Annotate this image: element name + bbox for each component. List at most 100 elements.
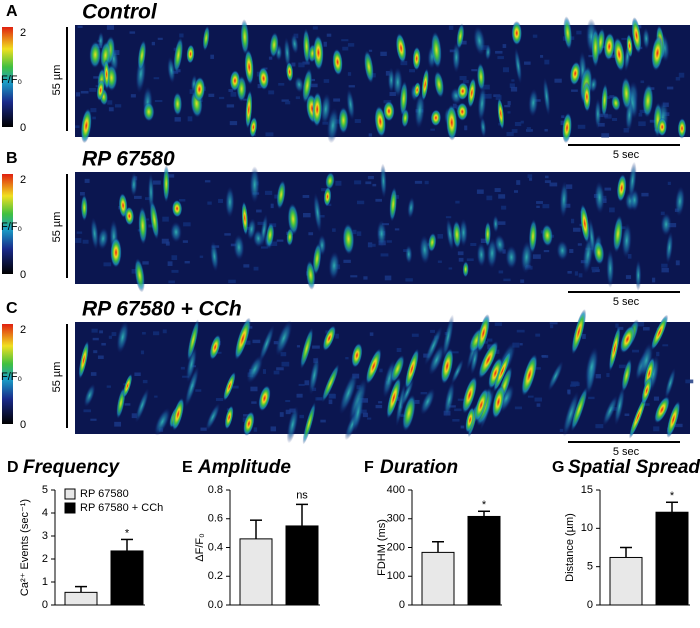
noise <box>661 263 668 268</box>
noise <box>184 260 190 264</box>
calcium-event <box>103 59 110 90</box>
colorbar-max: 2 <box>20 27 26 39</box>
noise <box>154 99 163 103</box>
noise <box>363 276 368 280</box>
calcium-event <box>265 222 275 248</box>
noise <box>345 357 349 360</box>
calcium-event <box>363 50 374 84</box>
noise <box>639 109 647 114</box>
noise <box>536 403 541 407</box>
noise <box>463 79 469 84</box>
noise <box>497 56 504 60</box>
calcium-event <box>594 98 602 130</box>
calcium-event <box>642 27 650 50</box>
colorbar <box>2 174 13 274</box>
noise <box>279 412 284 417</box>
calcium-event <box>473 26 486 56</box>
noise <box>298 383 305 386</box>
noise <box>182 375 190 378</box>
noise <box>549 322 558 325</box>
calcium-event <box>287 203 299 235</box>
calcium-event <box>386 377 401 419</box>
chart-letter: G <box>552 459 564 476</box>
colorbar-min: 0 <box>20 269 26 281</box>
noise <box>257 221 266 225</box>
noise <box>627 254 632 259</box>
noise <box>368 49 373 52</box>
noise <box>612 117 618 122</box>
calcium-event <box>134 258 145 293</box>
noise <box>527 174 533 179</box>
noise <box>347 43 355 47</box>
calcium-event <box>339 371 358 415</box>
noise <box>460 425 465 429</box>
bar <box>285 525 319 606</box>
calcium-event <box>476 242 487 267</box>
colorbar <box>2 27 13 127</box>
calcium-event <box>650 314 669 351</box>
noise <box>285 100 291 105</box>
noise <box>99 330 103 334</box>
noise <box>452 418 460 422</box>
noise <box>524 61 531 65</box>
significance: ns <box>296 489 308 501</box>
calcium-event <box>244 49 254 85</box>
noise <box>527 395 534 398</box>
noise <box>144 197 150 201</box>
noise <box>578 273 583 278</box>
calcium-event <box>313 35 324 71</box>
noise <box>624 413 630 417</box>
noise <box>323 79 330 83</box>
calcium-event <box>541 224 553 247</box>
noise <box>281 99 289 102</box>
calcium-event <box>243 411 255 436</box>
y-tick-label: 0 <box>42 599 48 611</box>
noise <box>77 25 83 28</box>
calcium-event <box>149 200 160 240</box>
chart-letter: D <box>7 459 19 476</box>
calcium-event <box>593 240 605 265</box>
noise <box>494 322 502 326</box>
colorbar-label: F/F₀ <box>1 371 22 383</box>
noise <box>461 40 467 45</box>
calcium-event <box>424 326 443 366</box>
noise <box>101 342 106 346</box>
noise <box>311 78 316 82</box>
noise <box>171 269 179 273</box>
noise <box>326 33 332 37</box>
noise <box>257 84 262 89</box>
noise <box>385 70 390 76</box>
noise <box>642 327 650 331</box>
calcium-event <box>528 219 538 254</box>
colorbar-label: F/F₀ <box>1 74 22 86</box>
noise <box>520 279 525 283</box>
colorbar <box>2 324 13 424</box>
noise <box>261 246 268 249</box>
noise <box>501 205 507 210</box>
noise <box>226 104 235 108</box>
noise <box>243 264 250 268</box>
noise <box>375 404 383 409</box>
noise <box>449 49 456 53</box>
calcium-event <box>639 342 654 379</box>
calcium-event <box>547 360 564 392</box>
noise <box>379 368 383 373</box>
noise <box>519 343 523 346</box>
calcium-event <box>325 172 335 190</box>
noise <box>298 62 305 68</box>
calcium-event <box>601 83 608 118</box>
calcium-event <box>80 108 92 144</box>
calcium-event <box>486 237 498 269</box>
noise <box>219 96 225 100</box>
calcium-event <box>621 223 632 259</box>
noise <box>471 69 478 72</box>
noise <box>178 199 186 202</box>
calcium-event <box>269 32 279 58</box>
noise <box>476 189 484 194</box>
y-tick-label: 400 <box>387 484 405 496</box>
noise <box>320 419 326 423</box>
noise <box>661 267 669 273</box>
noise <box>606 373 610 378</box>
calcium-event <box>479 116 487 138</box>
noise <box>189 89 194 94</box>
